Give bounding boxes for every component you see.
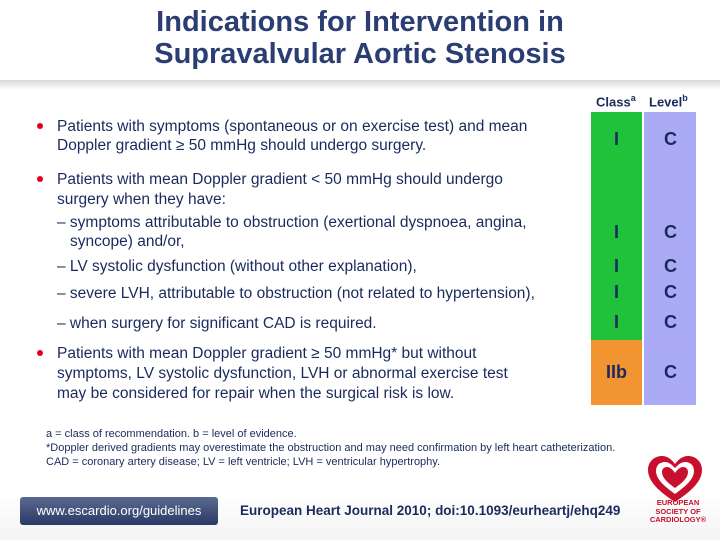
class-cell-row6: IIb (606, 362, 627, 382)
class-cell-row4: I (613, 282, 619, 302)
esc-logo-text-3: CARDIOLOGY® (649, 515, 707, 524)
bullet-3-marker (37, 350, 43, 356)
sub-bullet-1-line-1: – symptoms attributable to obstruction (… (57, 214, 527, 231)
esc-logo-text-2: SOCIETY OF (655, 506, 701, 516)
bullet-1-line-2: Doppler gradient ≥ 50 mmHg should underg… (57, 137, 427, 154)
level-column (644, 112, 696, 405)
level-cell-row2: C (664, 222, 677, 242)
sub-bullet-4: – when surgery for significant CAD is re… (57, 315, 377, 332)
footnote-3: CAD = coronary artery disease; LV = left… (46, 456, 441, 468)
bullet-2-line-1: Patients with mean Doppler gradient < 50… (57, 171, 503, 188)
esc-logo-text-1: EUROPEAN (656, 498, 700, 507)
esc-heart-logo-icon (648, 456, 702, 502)
sub-bullet-2: – LV systolic dysfunction (without other… (57, 258, 417, 275)
class-header-label: Class (596, 94, 631, 110)
level-header-label: Level (649, 94, 683, 110)
class-header-sup: a (630, 93, 636, 103)
guidelines-link[interactable]: www.escardio.org/guidelines (20, 497, 218, 525)
journal-citation: European Heart Journal 2010; doi:10.1093… (240, 503, 621, 518)
bullet-2-marker (37, 176, 43, 182)
title-divider (0, 80, 720, 90)
title-line-2: Supravalvular Aortic Stenosis (154, 38, 566, 70)
bullet-1-line-1: Patients with symptoms (spontaneous or o… (57, 118, 528, 135)
bullet-3-line-3: may be considered for repair when the su… (57, 385, 455, 402)
bullet-3-line-2: symptoms, LV systolic dysfunction, LVH o… (57, 365, 508, 382)
level-cell-row5: C (664, 312, 677, 332)
footnote-2: *Doppler derived gradients may overestim… (46, 442, 616, 454)
class-cell-row3: I (613, 256, 619, 276)
class-iib-cell-bg (591, 340, 642, 405)
level-cell-row6: C (664, 362, 677, 382)
title-line-1: Indications for Intervention in (156, 6, 564, 38)
sub-bullet-1-line-2: syncope) and/or, (70, 233, 185, 250)
level-cell-row3: C (664, 256, 677, 276)
level-column-header: Levelb (649, 93, 688, 109)
esc-logo-text: EUROPEAN SOCIETY OF CARDIOLOGY® (640, 498, 716, 525)
bullet-3-line-1: Patients with mean Doppler gradient ≥ 50… (57, 345, 477, 362)
class-cell-row2: I (613, 222, 619, 242)
class-column-header: Classa (596, 93, 636, 109)
class-column (591, 112, 642, 405)
bullet-2-line-2: surgery when they have: (57, 191, 226, 208)
level-cell-row4: C (664, 282, 677, 302)
bullet-1-marker (37, 123, 43, 129)
level-header-sup: b (682, 93, 688, 103)
guidelines-url[interactable]: www.escardio.org/guidelines (36, 503, 202, 518)
sub-bullet-3: – severe LVH, attributable to obstructio… (57, 285, 535, 302)
class-cell-row5: I (613, 312, 619, 332)
footnote-1: a = class of recommendation. b = level o… (46, 428, 297, 440)
slide-title: Indications for Intervention in Supraval… (0, 6, 720, 70)
level-cell-row1: C (664, 129, 677, 149)
class-cell-row1: I (613, 129, 619, 149)
